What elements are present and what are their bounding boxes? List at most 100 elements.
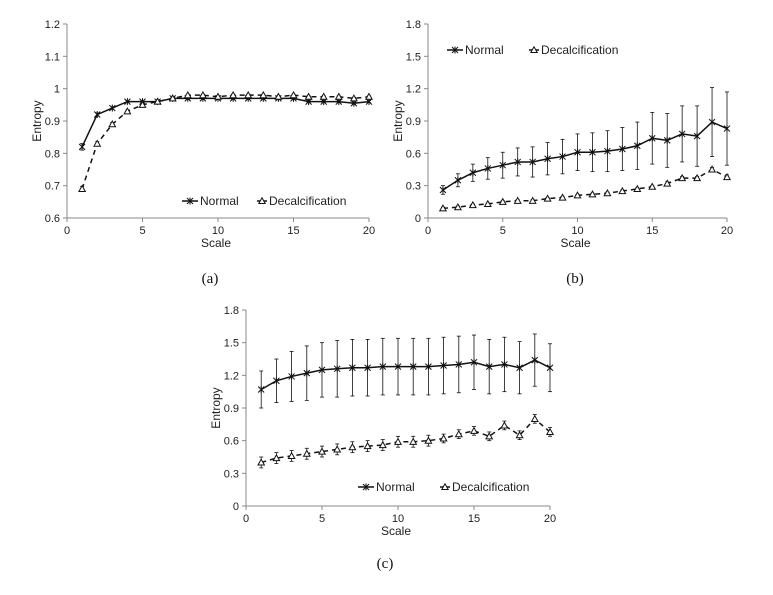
- data-point-triangle: [378, 440, 387, 449]
- series-normal: [78, 94, 373, 151]
- series-line: [442, 168, 728, 210]
- data-point-triangle: [483, 199, 492, 208]
- y-tick-label: 0.6: [224, 436, 239, 448]
- y-tick-label: 1.2: [45, 19, 60, 31]
- y-tick-label: 1.1: [45, 51, 60, 63]
- x-axis-title: Scale: [381, 524, 411, 538]
- data-point-triangle: [633, 184, 642, 192]
- y-tick-label: 0.8: [45, 148, 60, 160]
- x-tick-label: 0: [425, 225, 431, 237]
- y-tick-label: 0.3: [224, 468, 239, 480]
- y-tick-label: 0.9: [406, 116, 421, 128]
- series-decalcification: [438, 165, 732, 212]
- data-point-triangle: [485, 432, 494, 440]
- series-normal: [439, 87, 731, 195]
- data-point-triangle: [287, 451, 296, 459]
- x-tick-label: 15: [287, 225, 299, 237]
- data-point-triangle: [469, 426, 479, 434]
- data-point-triangle: [348, 442, 357, 451]
- y-tick-label: 1.5: [224, 338, 239, 350]
- chart-0: 0.6 0.7 0.8 0.9 1 1.1 1.2 0 5 10 15 20 Scale Entropy N…: [30, 19, 375, 287]
- chart-2: 0 0.3 0.6 0.9 1.2 1.5 1.8 0 5 10 15 20 Scale Entropy N…: [209, 305, 556, 572]
- data-point-triangle: [289, 90, 298, 99]
- data-point-triangle: [618, 186, 627, 195]
- data-point-triangle: [229, 90, 238, 99]
- data-point-triangle: [108, 120, 117, 128]
- series-line: [442, 121, 728, 191]
- data-point-triangle: [648, 182, 657, 190]
- data-point-triangle: [183, 90, 192, 99]
- data-point-triangle: [693, 173, 702, 182]
- legend-label: Normal: [376, 480, 415, 494]
- data-point-triangle: [123, 107, 132, 115]
- legend: Normal Decalcification: [182, 194, 346, 208]
- data-point-triangle: [213, 92, 223, 100]
- y-tick-label: 0.3: [406, 181, 421, 193]
- legend-label: Normal: [200, 194, 239, 208]
- legend-label: Decalcification: [452, 480, 529, 494]
- data-point-triangle: [259, 90, 268, 99]
- data-point-triangle: [409, 437, 418, 445]
- x-tick-label: 20: [363, 225, 375, 237]
- data-point-triangle: [498, 197, 507, 205]
- x-tick-label: 5: [139, 225, 145, 237]
- y-tick-label: 0.6: [406, 148, 421, 160]
- data-point-triangle: [545, 427, 555, 436]
- x-tick-label: 15: [468, 513, 480, 525]
- data-point-triangle: [257, 458, 266, 466]
- data-point-triangle: [333, 445, 342, 453]
- data-point-triangle: [530, 414, 539, 422]
- data-point-triangle: [603, 188, 612, 197]
- y-tick-label: 0.7: [45, 181, 60, 193]
- series-decalcification: [78, 90, 374, 192]
- data-point-triangle: [349, 94, 358, 102]
- panel-caption: (b): [566, 271, 584, 287]
- data-point-triangle: [528, 196, 537, 204]
- x-axis-title: Scale: [201, 236, 231, 250]
- legend-label: Normal: [465, 43, 504, 57]
- y-tick-label: 0.9: [224, 403, 239, 415]
- data-point-triangle: [558, 193, 567, 201]
- x-tick-label: 10: [212, 225, 224, 237]
- data-point-triangle: [393, 437, 403, 445]
- legend-label: Decalcification: [541, 43, 618, 57]
- y-tick-label: 1.2: [224, 370, 239, 382]
- data-point-triangle: [244, 90, 253, 99]
- data-point-triangle: [138, 100, 147, 108]
- legend-label: Decalcification: [269, 194, 346, 208]
- legend-marker-triangle: [257, 196, 267, 205]
- legend: Normal Decalcification: [358, 480, 529, 494]
- y-tick-label: 0.9: [45, 116, 60, 128]
- panel-caption: (c): [377, 556, 394, 572]
- y-tick-label: 0.6: [45, 213, 60, 225]
- series-decalcification: [257, 414, 555, 469]
- y-axis-title: Entropy: [30, 100, 44, 141]
- x-axis-title: Scale: [560, 236, 590, 250]
- x-tick-label: 20: [721, 225, 733, 237]
- data-point-triangle: [78, 184, 87, 192]
- y-axis-title: Entropy: [209, 387, 223, 428]
- x-tick-label: 20: [544, 513, 556, 525]
- series-line: [260, 359, 551, 391]
- data-point-triangle: [304, 92, 313, 100]
- y-tick-label: 0: [233, 501, 239, 513]
- data-point-triangle: [722, 172, 732, 181]
- data-point-triangle: [302, 449, 311, 457]
- data-point-triangle: [363, 441, 372, 450]
- y-tick-label: 1.2: [406, 84, 421, 96]
- data-point-triangle: [515, 430, 524, 439]
- data-point-triangle: [588, 190, 597, 198]
- x-tick-label: 10: [392, 513, 404, 525]
- data-point-triangle: [153, 97, 162, 105]
- x-tick-label: 0: [243, 513, 249, 525]
- data-point-triangle: [513, 196, 522, 204]
- data-point-triangle: [663, 179, 672, 187]
- data-point-triangle: [468, 200, 477, 209]
- data-point-triangle: [438, 204, 447, 212]
- data-point-triangle: [319, 92, 328, 100]
- panel-caption: (a): [202, 271, 219, 287]
- legend: Normal Decalcification: [447, 43, 618, 57]
- y-tick-label: 1.5: [406, 51, 421, 63]
- data-point-triangle: [439, 434, 448, 442]
